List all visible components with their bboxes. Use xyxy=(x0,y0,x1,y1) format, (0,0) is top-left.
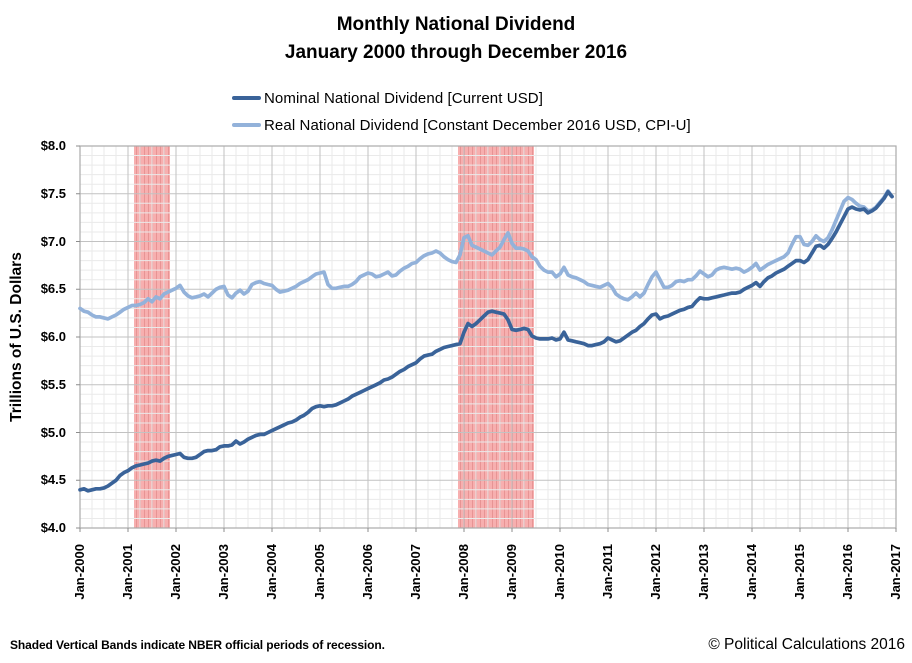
x-tick-label: Jan-2010 xyxy=(552,544,567,600)
legend-swatch-real xyxy=(232,123,261,127)
y-tick-label: $5.0 xyxy=(40,425,66,440)
x-tick-label: Jan-2005 xyxy=(312,544,327,600)
y-tick-label: $7.0 xyxy=(40,234,66,249)
legend-label-real: Real National Dividend [Constant Decembe… xyxy=(264,116,691,134)
x-tick-label: Jan-2008 xyxy=(456,544,471,600)
y-tick-label: $6.5 xyxy=(40,281,66,296)
x-tick-label: Jan-2003 xyxy=(216,544,231,600)
x-tick-label: Jan-2013 xyxy=(696,544,711,600)
copyright-notice: © Political Calculations 2016 xyxy=(708,636,905,653)
legend-item-real: Real National Dividend [Constant Decembe… xyxy=(232,115,691,135)
x-tick-label: Jan-2012 xyxy=(648,544,663,600)
series-line-nominal xyxy=(78,189,894,493)
legend-swatch-nominal xyxy=(232,96,261,100)
x-tick-label: Jan-2002 xyxy=(168,544,183,600)
x-tick-label: Jan-2004 xyxy=(264,544,279,600)
x-tick-label: Jan-2007 xyxy=(408,544,423,600)
recession-footnote: Shaded Vertical Bands indicate NBER offi… xyxy=(10,638,385,652)
series-line-real xyxy=(78,189,894,321)
x-tick-label: Jan-2006 xyxy=(360,544,375,600)
x-tick-label: Jan-2001 xyxy=(120,544,135,600)
y-tick-label: $7.5 xyxy=(40,186,66,201)
x-tick-label: Jan-2015 xyxy=(792,544,807,600)
y-tick-label: $4.0 xyxy=(40,520,66,535)
y-tick-label: $6.0 xyxy=(40,329,66,344)
chart-title-line1: Monthly National Dividend xyxy=(336,14,576,35)
x-tick-label: Jan-2014 xyxy=(744,544,759,600)
y-tick-label: $5.5 xyxy=(40,377,66,392)
y-tick-label: $8.0 xyxy=(40,138,66,153)
x-tick-label: Jan-2009 xyxy=(504,544,519,600)
legend: Nominal National Dividend [Current USD] … xyxy=(232,88,691,142)
chart-title-line2: January 2000 through December 2016 xyxy=(284,42,628,63)
x-tick-label: Jan-2016 xyxy=(840,544,855,600)
y-tick-label: $4.5 xyxy=(40,472,66,487)
x-tick-label: Jan-2017 xyxy=(888,544,903,600)
x-tick-label: Jan-2011 xyxy=(600,544,615,599)
legend-label-nominal: Nominal National Dividend [Current USD] xyxy=(264,89,544,107)
chart-title: Monthly National Dividend January 2000 t… xyxy=(0,11,912,67)
y-axis-title: Trillions of U.S. Dollars xyxy=(8,252,25,422)
legend-item-nominal: Nominal National Dividend [Current USD] xyxy=(232,88,691,108)
x-tick-label: Jan-2000 xyxy=(72,544,87,600)
axis-ticks xyxy=(76,145,897,532)
